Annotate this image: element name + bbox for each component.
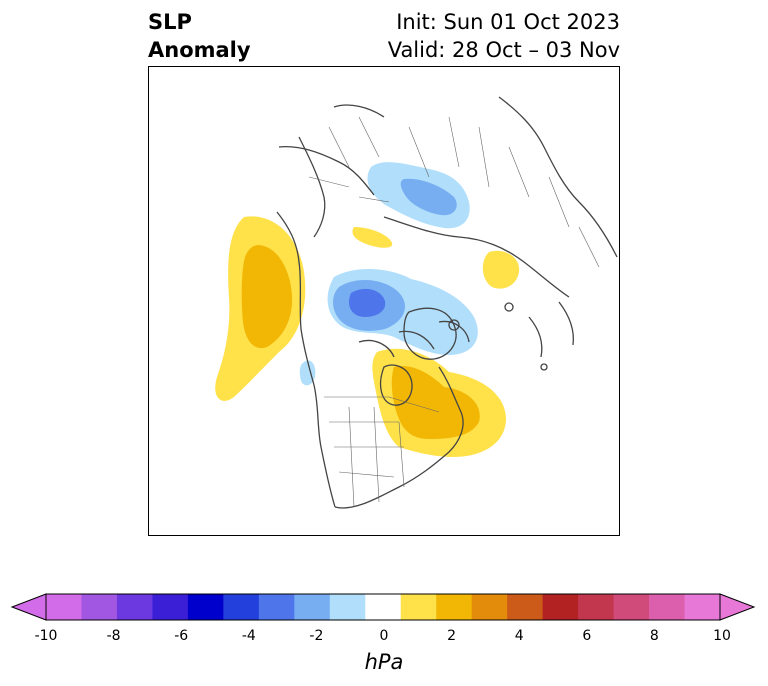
colorbar-bin (436, 594, 473, 620)
colorbar-bin (365, 594, 402, 620)
colorbar-bin (81, 594, 118, 620)
colorbar-bin (542, 594, 579, 620)
colorbar-bin (187, 594, 224, 620)
colorbar-bin (223, 594, 260, 620)
colorbar-bin (507, 594, 544, 620)
colorbar-bin (258, 594, 295, 620)
map-title: SLP Anomaly (148, 8, 251, 64)
colorbar-bin (294, 594, 331, 620)
colorbar-bin (329, 594, 366, 620)
colorbar-tick-label: 8 (649, 628, 659, 644)
colorbar-tick-label: -8 (106, 628, 121, 644)
valid-range: Valid: 28 Oct – 03 Nov (387, 38, 620, 62)
colorbar (10, 593, 756, 621)
colorbar-bin (649, 594, 686, 620)
colorbar-extend-high (719, 593, 756, 621)
negative-anomaly-alaska (299, 360, 316, 386)
init-date: Init: Sun 01 Oct 2023 (396, 10, 620, 34)
coastlines (276, 96, 618, 509)
data-gap (149, 283, 157, 321)
colorbar-bin (152, 594, 189, 620)
slp-anomaly-map (148, 66, 620, 536)
title-line-1: SLP (148, 10, 192, 34)
colorbar-tick-label: 2 (447, 628, 457, 644)
colorbar-bin (400, 594, 437, 620)
map-canvas (149, 96, 618, 509)
colorbar-bin (471, 594, 508, 620)
colorbar-units: hPa (364, 650, 404, 674)
anomaly-shading (215, 162, 520, 457)
colorbar-bin (684, 594, 721, 620)
positive-anomaly-pacific-core (241, 245, 293, 349)
colorbar-border (45, 593, 721, 621)
negative-anomaly-siberia-mid (400, 178, 457, 216)
colorbar-bin (578, 594, 615, 620)
colorbar-tick-label: 6 (582, 628, 592, 644)
positive-anomaly-small (352, 227, 393, 248)
negative-anomaly-arctic-core (348, 288, 386, 317)
positive-anomaly-canada-core (391, 366, 480, 439)
colorbar-tick-label: -6 (174, 628, 189, 644)
colorbar-bin (46, 594, 82, 620)
init-valid-label: Init: Sun 01 Oct 2023 Valid: 28 Oct – 03… (388, 8, 620, 64)
colorbar-tick-label: 4 (514, 628, 524, 644)
colorbar-tick-label: -4 (241, 628, 256, 644)
colorbar-bin (613, 594, 650, 620)
colorbar-extend-low (10, 593, 47, 621)
colorbar-tick-label: -2 (309, 628, 324, 644)
colorbar-tick-label: -10 (34, 628, 58, 644)
colorbar-tick-label: 10 (713, 628, 731, 644)
colorbar-bin (116, 594, 153, 620)
title-line-2: Anomaly (148, 38, 251, 62)
positive-anomaly-siberia (482, 250, 520, 289)
colorbar-tick-label: 0 (379, 628, 389, 644)
country-borders (308, 116, 600, 508)
